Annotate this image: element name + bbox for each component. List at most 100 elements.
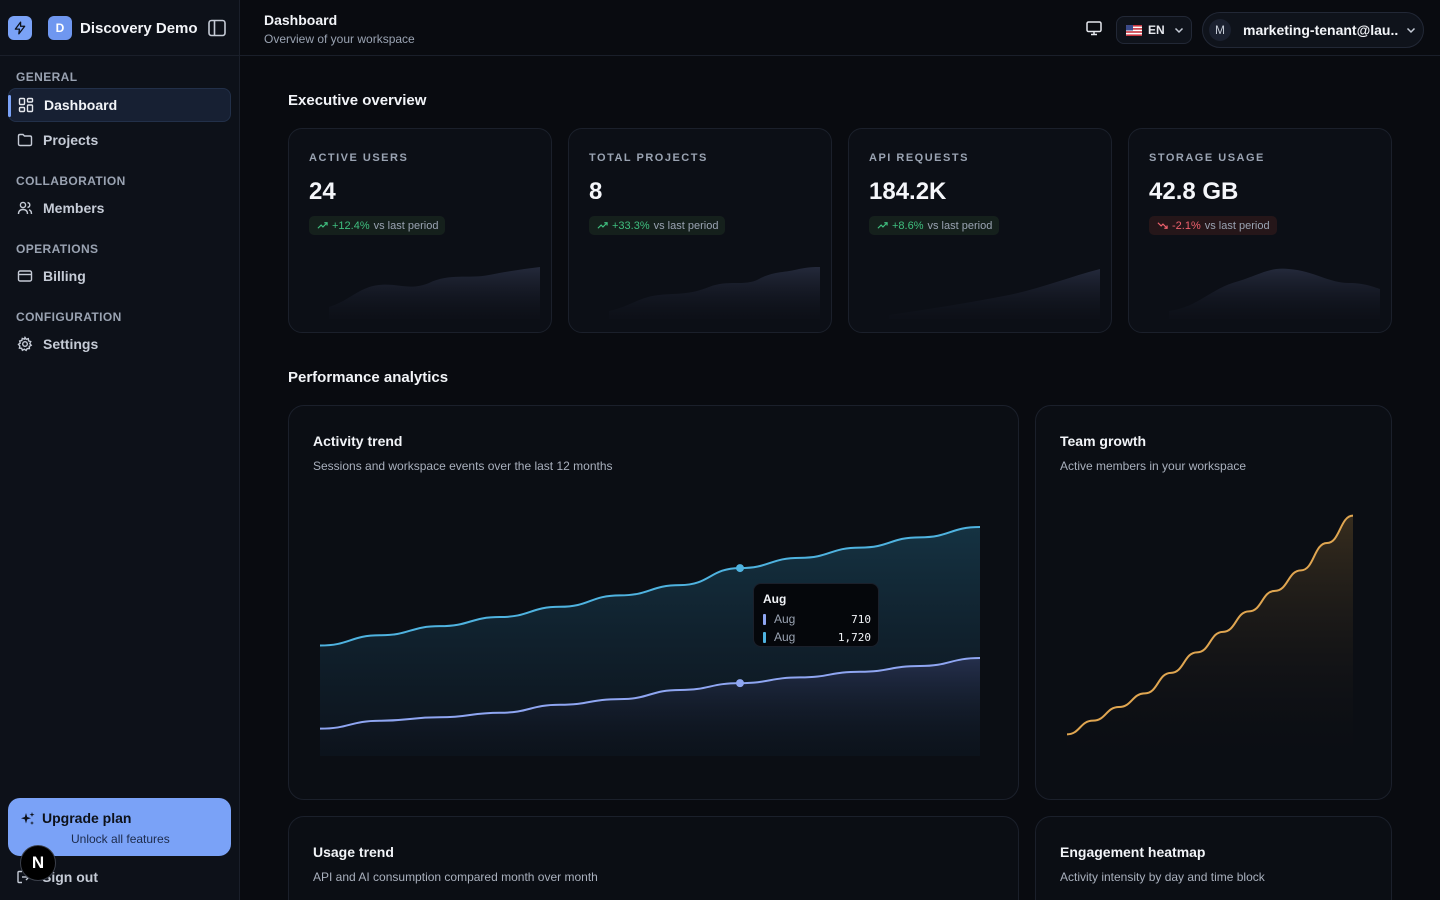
folder-icon — [17, 132, 33, 148]
sidebar-item-label: Members — [43, 200, 105, 216]
section-label-general: GENERAL — [16, 70, 78, 84]
monitor-icon — [1085, 19, 1103, 42]
chart-subtitle: API and AI consumption compared month ov… — [313, 870, 598, 884]
stat-card-storage-usage[interactable]: STORAGE USAGE 42.8 GB -2.1% vs last peri… — [1128, 128, 1392, 333]
team-growth-card: Team growth Active members in your works… — [1035, 405, 1392, 800]
language-label: EN — [1148, 23, 1165, 37]
series-line-0 — [319, 526, 981, 647]
sign-out-button[interactable]: Sign out — [16, 866, 98, 888]
hover-point-1 — [736, 679, 744, 688]
activity-trend-chart[interactable] — [289, 406, 1019, 800]
stat-value: 24 — [309, 178, 336, 205]
sidebar-item-projects[interactable]: Projects — [8, 123, 231, 157]
users-icon — [17, 200, 33, 216]
display-mode-button[interactable] — [1082, 18, 1106, 42]
sidebar: D Discovery Demo GENERAL Dashboard Proje… — [0, 0, 240, 900]
stat-delta-badge: +8.6% vs last period — [869, 216, 1000, 235]
delta-value: +12.4% — [332, 219, 370, 232]
sidebar-item-members[interactable]: Members — [8, 191, 231, 225]
stat-label: API REQUESTS — [869, 152, 969, 164]
sidebar-item-label: Projects — [43, 132, 99, 148]
brand[interactable]: D Discovery Demo — [8, 14, 232, 42]
workspace-name: Discovery Demo — [80, 19, 198, 37]
user-menu[interactable]: M marketing-tenant@lau... — [1202, 12, 1424, 48]
delta-value: +33.3% — [612, 219, 650, 232]
tooltip-title: Aug — [763, 592, 787, 606]
upgrade-title: Upgrade plan — [42, 810, 132, 826]
sign-out-label: Sign out — [42, 869, 98, 885]
tooltip-row: Aug 710 — [763, 612, 871, 626]
stat-card-active-users[interactable]: ACTIVE USERS 24 +12.4% vs last period — [288, 128, 552, 333]
stat-card-api-requests[interactable]: API REQUESTS 184.2K +8.6% vs last period — [848, 128, 1112, 333]
upgrade-subtitle: Unlock all features — [71, 832, 170, 846]
series-swatch — [763, 631, 766, 643]
section-label-configuration: CONFIGURATION — [16, 310, 122, 324]
trend-down-icon — [1157, 222, 1168, 229]
stat-delta-badge: +33.3% vs last period — [589, 216, 726, 235]
series-area-0 — [1067, 515, 1353, 756]
stat-delta-badge: -2.1% vs last period — [1149, 216, 1277, 235]
series-line-0 — [1066, 514, 1354, 736]
chart-subtitle: Sessions and workspace events over the l… — [313, 459, 613, 473]
topbar: Dashboard Overview of your workspace EN … — [240, 0, 1440, 56]
section-label-operations: OPERATIONS — [16, 242, 99, 256]
delta-suffix: vs last period — [653, 219, 719, 232]
sidebar-item-label: Billing — [43, 268, 86, 284]
sidebar-toggle-button[interactable] — [206, 17, 228, 39]
chart-subtitle: Activity intensity by day and time block — [1060, 870, 1265, 884]
delta-value: -2.1% — [1172, 219, 1201, 232]
sparkline — [609, 267, 820, 319]
dev-tools-badge[interactable]: N — [20, 845, 56, 881]
usage-trend-card: Usage trend API and AI consumption compa… — [288, 816, 1019, 900]
sidebar-item-settings[interactable]: Settings — [8, 327, 231, 361]
tooltip-row: Aug 1,720 — [763, 630, 871, 644]
stat-card-total-projects[interactable]: TOTAL PROJECTS 8 +33.3% vs last period — [568, 128, 832, 333]
bolt-icon — [8, 16, 32, 40]
chevron-down-icon — [1173, 24, 1185, 36]
series-area-1 — [320, 658, 980, 756]
sparkles-icon — [20, 811, 36, 827]
sparkline — [329, 267, 540, 319]
section-label-collaboration: COLLABORATION — [16, 174, 126, 188]
sidebar-item-dashboard[interactable]: Dashboard — [8, 88, 231, 122]
trend-up-icon — [317, 222, 328, 229]
chart-subtitle: Active members in your workspace — [1060, 459, 1247, 473]
chart-tooltip: Aug Aug 710 Aug 1,720 — [753, 583, 879, 647]
delta-suffix: vs last period — [1204, 219, 1270, 232]
sidebar-item-billing[interactable]: Billing — [8, 259, 231, 293]
gear-icon — [17, 336, 33, 352]
delta-suffix: vs last period — [927, 219, 993, 232]
section-title-analytics: Performance analytics — [288, 369, 449, 386]
delta-suffix: vs last period — [373, 219, 439, 232]
credit-card-icon — [17, 268, 33, 284]
tooltip-value: 710 — [851, 612, 871, 626]
series-swatch — [763, 613, 766, 625]
stat-value: 8 — [589, 178, 603, 205]
sidebar-item-label: Dashboard — [44, 97, 118, 113]
us-flag-icon — [1126, 24, 1142, 36]
upgrade-plan-button[interactable]: Upgrade plan Unlock all features — [8, 798, 231, 856]
stat-label: TOTAL PROJECTS — [589, 152, 708, 164]
sidebar-divider — [0, 55, 240, 56]
chart-title: Team growth — [1060, 433, 1147, 449]
avatar: M — [1209, 19, 1231, 41]
tooltip-label: Aug — [774, 612, 796, 626]
tooltip-label: Aug — [774, 630, 796, 644]
hover-point-0 — [736, 564, 744, 573]
trend-up-icon — [877, 222, 888, 229]
stat-value: 42.8 GB — [1149, 178, 1239, 205]
chart-title: Engagement heatmap — [1060, 844, 1206, 860]
sidebar-item-label: Settings — [43, 336, 99, 352]
section-title-overview: Executive overview — [288, 92, 427, 109]
stat-delta-badge: +12.4% vs last period — [309, 216, 446, 235]
series-line-1 — [319, 657, 981, 730]
stat-label: STORAGE USAGE — [1149, 152, 1265, 164]
engagement-heatmap-card: Engagement heatmap Activity intensity by… — [1035, 816, 1392, 900]
team-growth-chart[interactable] — [1036, 406, 1392, 800]
tooltip-value: 1,720 — [837, 630, 871, 644]
page-subtitle: Overview of your workspace — [264, 32, 415, 46]
stat-label: ACTIVE USERS — [309, 152, 409, 164]
chevron-down-icon — [1405, 24, 1417, 36]
chart-title: Activity trend — [313, 433, 403, 449]
language-selector[interactable]: EN — [1116, 16, 1192, 44]
